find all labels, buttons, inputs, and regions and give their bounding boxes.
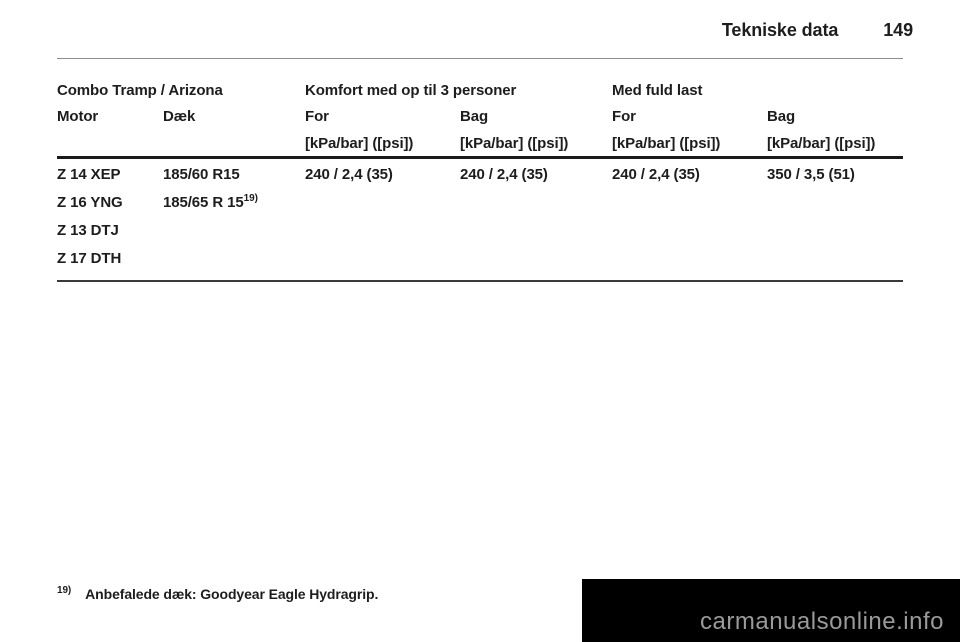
watermark-text: carmanualsonline.info: [700, 608, 944, 635]
unit-label: [kPa/bar] ([psi]): [767, 135, 876, 152]
cell-full-front: 240 / 2,4 (35): [612, 166, 700, 183]
col-header-comfort-front: For: [305, 108, 329, 125]
cell-comfort-front: 240 / 2,4 (35): [305, 166, 393, 183]
footnote: 19) Anbefalede dæk: Goodyear Eagle Hydrag…: [57, 586, 378, 602]
table-unit-row: [kPa/bar] ([psi]) [kPa/bar] ([psi]) [kPa…: [57, 135, 903, 156]
page-header: Tekniske data 149: [722, 20, 913, 41]
header-divider: [57, 58, 903, 59]
footnote-text: Anbefalede dæk: Goodyear Eagle Hydragrip…: [85, 586, 379, 602]
col-header-full-front: For: [612, 108, 636, 125]
group-header-full-load: Med fuld last: [612, 82, 703, 99]
table-row: Z 14 XEP 185/60 R15 240 / 2,4 (35) 240 /…: [57, 159, 903, 194]
col-header-comfort-rear: Bag: [460, 108, 489, 125]
footnote-marker: 19): [57, 585, 72, 597]
cell-motor: Z 17 DTH: [57, 250, 122, 267]
tire-footnote-ref: 19): [243, 193, 258, 204]
table-row: Z 17 DTH: [57, 250, 903, 278]
table-column-header-row: Motor Dæk For Bag For Bag: [57, 108, 903, 135]
cell-comfort-rear: 240 / 2,4 (35): [460, 166, 548, 183]
watermark: carmanualsonline.info: [582, 579, 960, 642]
cell-motor: Z 16 YNG: [57, 194, 123, 211]
cell-tire: 185/65 R 1519): [163, 193, 258, 212]
cell-motor: Z 14 XEP: [57, 166, 121, 183]
table-row: Z 13 DTJ: [57, 222, 903, 250]
table-group-header-row: Combo Tramp / Arizona Komfort med op til…: [57, 82, 903, 108]
table-header-rule: [57, 156, 903, 159]
cell-motor: Z 13 DTJ: [57, 222, 119, 239]
page-title: Tekniske data: [721, 20, 839, 40]
unit-label: [kPa/bar] ([psi]): [460, 135, 569, 152]
table-row: Z 16 YNG 185/65 R 1519): [57, 194, 903, 222]
col-header-full-rear: Bag: [767, 108, 796, 125]
cell-full-rear: 350 / 3,5 (51): [767, 166, 855, 183]
col-header-tire: Dæk: [163, 108, 196, 125]
cell-tire: 185/60 R15: [163, 166, 240, 183]
group-header-comfort: Komfort med op til 3 personer: [305, 82, 517, 99]
tire-pressure-table: Combo Tramp / Arizona Komfort med op til…: [57, 82, 903, 282]
unit-label: [kPa/bar] ([psi]): [612, 135, 721, 152]
page-number: 149: [883, 20, 913, 40]
col-header-motor: Motor: [57, 108, 99, 125]
unit-label: [kPa/bar] ([psi]): [305, 135, 414, 152]
table-bottom-rule: [57, 280, 903, 282]
group-header-model: Combo Tramp / Arizona: [57, 82, 223, 99]
